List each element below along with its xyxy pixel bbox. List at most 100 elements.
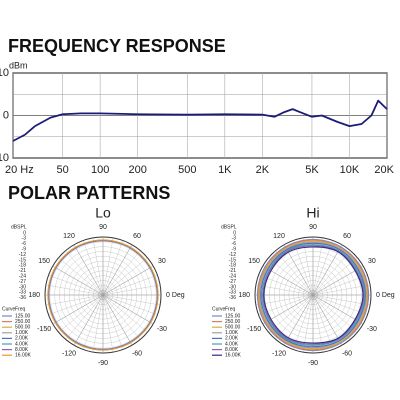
legend-label: 500.00 bbox=[225, 325, 241, 331]
x-tick-label: 50 bbox=[56, 164, 68, 176]
polar-curve bbox=[260, 242, 366, 348]
r-tick-label: -12 bbox=[19, 252, 26, 258]
r-tick-label: -33 bbox=[229, 290, 236, 296]
legend-label: 125.00 bbox=[15, 313, 31, 319]
x-tick-label: 1K bbox=[218, 164, 232, 176]
polar-major-spoke bbox=[312, 294, 343, 346]
r-tick-label: -24 bbox=[19, 274, 26, 280]
polar-major-spoke bbox=[283, 244, 314, 296]
r-tick-label: -24 bbox=[229, 274, 236, 280]
theta-tick-label: 120 bbox=[63, 233, 75, 240]
r-axis-label: dBSPL bbox=[11, 224, 27, 230]
r-tick-label: 0 bbox=[23, 230, 26, 236]
r-tick-label: -15 bbox=[229, 257, 236, 263]
theta-tick-label: 120 bbox=[273, 233, 285, 240]
r-axis-label: dBSPL bbox=[221, 224, 237, 230]
polar-major-spoke bbox=[73, 244, 104, 296]
theta-tick-label: 180 bbox=[28, 292, 40, 299]
polar-curve bbox=[258, 240, 368, 350]
r-tick-label: -3 bbox=[22, 236, 27, 242]
polar-curve bbox=[263, 246, 364, 344]
r-tick-label: -9 bbox=[232, 247, 237, 253]
polar-major-spoke bbox=[283, 294, 314, 346]
r-tick-label: -6 bbox=[232, 241, 237, 247]
x-tick-label: 10K bbox=[340, 164, 360, 176]
r-tick-label: -15 bbox=[19, 257, 26, 263]
x-tick-label: 100 bbox=[91, 164, 109, 176]
x-tick-label: 5K bbox=[305, 164, 319, 176]
r-tick-label: -21 bbox=[19, 268, 26, 274]
y-tick-label: -10 bbox=[0, 152, 9, 164]
y-tick-label: 0 bbox=[3, 109, 9, 121]
x-tick-label: 20 Hz bbox=[5, 164, 34, 176]
r-tick-label: -36 bbox=[229, 295, 236, 301]
legend-label: 250.00 bbox=[15, 319, 31, 325]
r-tick-label: -9 bbox=[22, 247, 27, 253]
r-tick-label: -18 bbox=[19, 263, 26, 269]
theta-tick-label: -30 bbox=[157, 326, 167, 333]
polar-curve bbox=[262, 245, 365, 345]
polar-title: Hi bbox=[306, 205, 319, 221]
legend-label: 16.00K bbox=[225, 353, 242, 359]
legend-label: 2.00K bbox=[15, 336, 29, 342]
legend-label: 8.00K bbox=[15, 347, 29, 353]
legend-label: 250.00 bbox=[225, 319, 241, 325]
legend-header: Freq bbox=[225, 306, 236, 312]
polar-curve bbox=[47, 239, 159, 351]
legend-header: Curve bbox=[2, 306, 16, 312]
theta-tick-label: 60 bbox=[343, 233, 351, 240]
theta-tick-label: 150 bbox=[248, 258, 260, 265]
theta-tick-label: -120 bbox=[272, 351, 286, 358]
legend-label: 500.00 bbox=[15, 325, 31, 331]
legend-label: 1.00K bbox=[15, 330, 29, 336]
polar-major-spoke bbox=[102, 294, 154, 325]
r-tick-label: -27 bbox=[229, 279, 236, 285]
legend-label: 4.00K bbox=[15, 341, 29, 347]
legend-header: Freq bbox=[15, 306, 26, 312]
theta-tick-label: 150 bbox=[38, 258, 50, 265]
polar-major-spoke bbox=[52, 265, 104, 296]
theta-tick-label: 180 bbox=[238, 292, 250, 299]
theta-tick-label: -90 bbox=[98, 360, 108, 367]
theta-tick-label: -60 bbox=[342, 351, 352, 358]
response-line bbox=[12, 99, 388, 142]
theta-tick-label: -150 bbox=[37, 326, 51, 333]
r-tick-label: 0 bbox=[233, 230, 236, 236]
polar-title: Lo bbox=[95, 205, 111, 221]
r-tick-label: -33 bbox=[19, 290, 26, 296]
legend-header: Curve bbox=[212, 306, 226, 312]
theta-tick-label: 30 bbox=[158, 258, 166, 265]
theta-tick-label: -120 bbox=[62, 351, 76, 358]
x-tick-label: 200 bbox=[128, 164, 146, 176]
r-tick-label: -18 bbox=[229, 263, 236, 269]
polar-curve bbox=[256, 238, 370, 352]
section-title: POLAR PATTERNS bbox=[8, 183, 170, 203]
theta-tick-label: -60 bbox=[132, 351, 142, 358]
legend-label: 1.00K bbox=[225, 330, 239, 336]
theta-tick-label: 0 Deg bbox=[166, 292, 185, 299]
theta-tick-label: -90 bbox=[308, 360, 318, 367]
polar-major-spoke bbox=[102, 265, 154, 296]
x-tick-label: 500 bbox=[178, 164, 196, 176]
x-tick-label: 2K bbox=[256, 164, 270, 176]
theta-tick-label: 0 Deg bbox=[376, 292, 395, 299]
theta-tick-label: 60 bbox=[133, 233, 141, 240]
x-tick-label: 20K bbox=[374, 164, 394, 176]
theta-tick-label: -30 bbox=[367, 326, 377, 333]
theta-tick-label: -150 bbox=[247, 326, 261, 333]
r-tick-label: -27 bbox=[19, 279, 26, 285]
theta-tick-label: 30 bbox=[368, 258, 376, 265]
polar-major-spoke bbox=[102, 294, 133, 346]
legend-label: 16.00K bbox=[15, 353, 32, 359]
theta-tick-label: 90 bbox=[99, 224, 107, 231]
legend-label: 125.00 bbox=[225, 313, 241, 319]
legend-label: 4.00K bbox=[225, 341, 239, 347]
r-tick-label: -36 bbox=[19, 295, 26, 301]
r-tick-label: -21 bbox=[229, 268, 236, 274]
theta-tick-label: 90 bbox=[309, 224, 317, 231]
polar-major-spoke bbox=[52, 294, 104, 325]
r-tick-label: -12 bbox=[229, 252, 236, 258]
r-tick-label: -30 bbox=[19, 284, 26, 290]
legend-label: 2.00K bbox=[225, 336, 239, 342]
